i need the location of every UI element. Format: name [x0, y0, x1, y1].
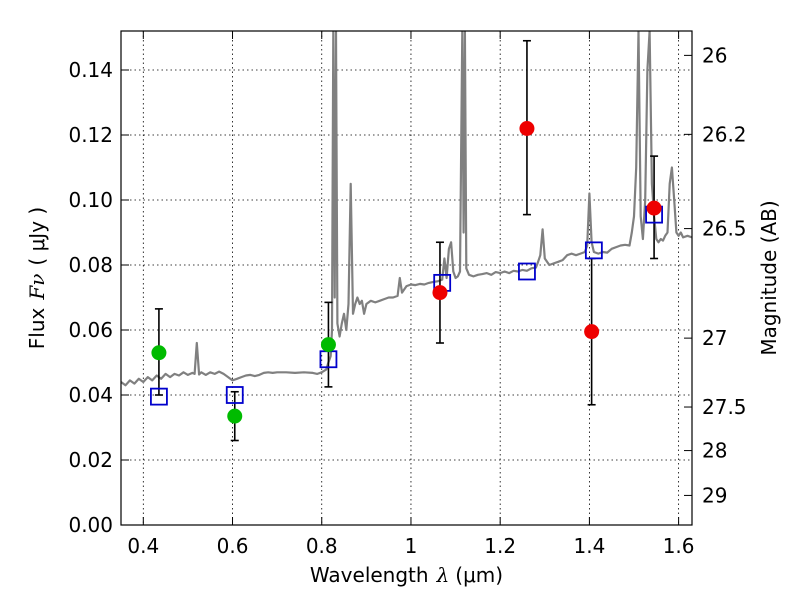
y2-tick-label: 26.2: [702, 122, 747, 146]
model-square-point: [518, 262, 536, 281]
red-data-point: [432, 285, 448, 301]
y-tick-label: 0.12: [68, 123, 113, 147]
model-square-point: [225, 386, 244, 404]
plot-area: [121, 31, 692, 387]
y2-tick-label: 26: [702, 43, 727, 67]
red-data-point: [646, 200, 662, 216]
axis-ticks: 0.4 0.6 0.8 1 1.2 1.4 1.6 0.00 0.02 0.04 0.06 0.08 0…: [68, 31, 747, 558]
x-tick-label: 1.4: [573, 534, 605, 558]
x-axis-label: Wavelength λ (μm): [310, 563, 503, 587]
x-tick-label: 0.6: [217, 534, 249, 558]
model-square-point: [584, 241, 603, 260]
green-data-point: [151, 345, 167, 361]
y-axis-label: FluxFν( μJy ): [25, 207, 49, 349]
y-tick-label: 0.04: [68, 383, 113, 407]
spectrum-line: [121, 31, 692, 387]
y-tick-label: 0.06: [68, 318, 113, 342]
red-data-point: [584, 324, 600, 340]
y2-axis-label: Magnitude (AB): [757, 200, 781, 355]
data-marks: [150, 39, 663, 442]
x-tick-label: 0.4: [127, 534, 159, 558]
y2-tick-label: 27: [702, 326, 727, 350]
x-tick-label: 1: [405, 534, 418, 558]
x-tick-label: 1.6: [663, 534, 695, 558]
red-data-point: [519, 121, 535, 136]
y-tick-label: 0.08: [68, 253, 113, 277]
y-tick-label: 0.10: [68, 188, 113, 212]
y-tick-label: 0.02: [68, 448, 113, 472]
green-data-point: [227, 408, 243, 424]
y-tick-label: 0.00: [68, 513, 113, 537]
x-tick-label: 0.8: [306, 534, 338, 558]
y-tick-label: 0.14: [68, 58, 113, 82]
plot-frame: [120, 30, 693, 526]
y2-tick-label: 27.5: [702, 395, 747, 419]
green-data-point: [320, 337, 336, 353]
model-square-point: [150, 387, 168, 406]
y2-tick-label: 26.5: [702, 217, 747, 241]
y2-tick-label: 29: [702, 483, 727, 507]
y2-tick-label: 28: [702, 439, 727, 463]
x-tick-label: 1.2: [484, 534, 516, 558]
